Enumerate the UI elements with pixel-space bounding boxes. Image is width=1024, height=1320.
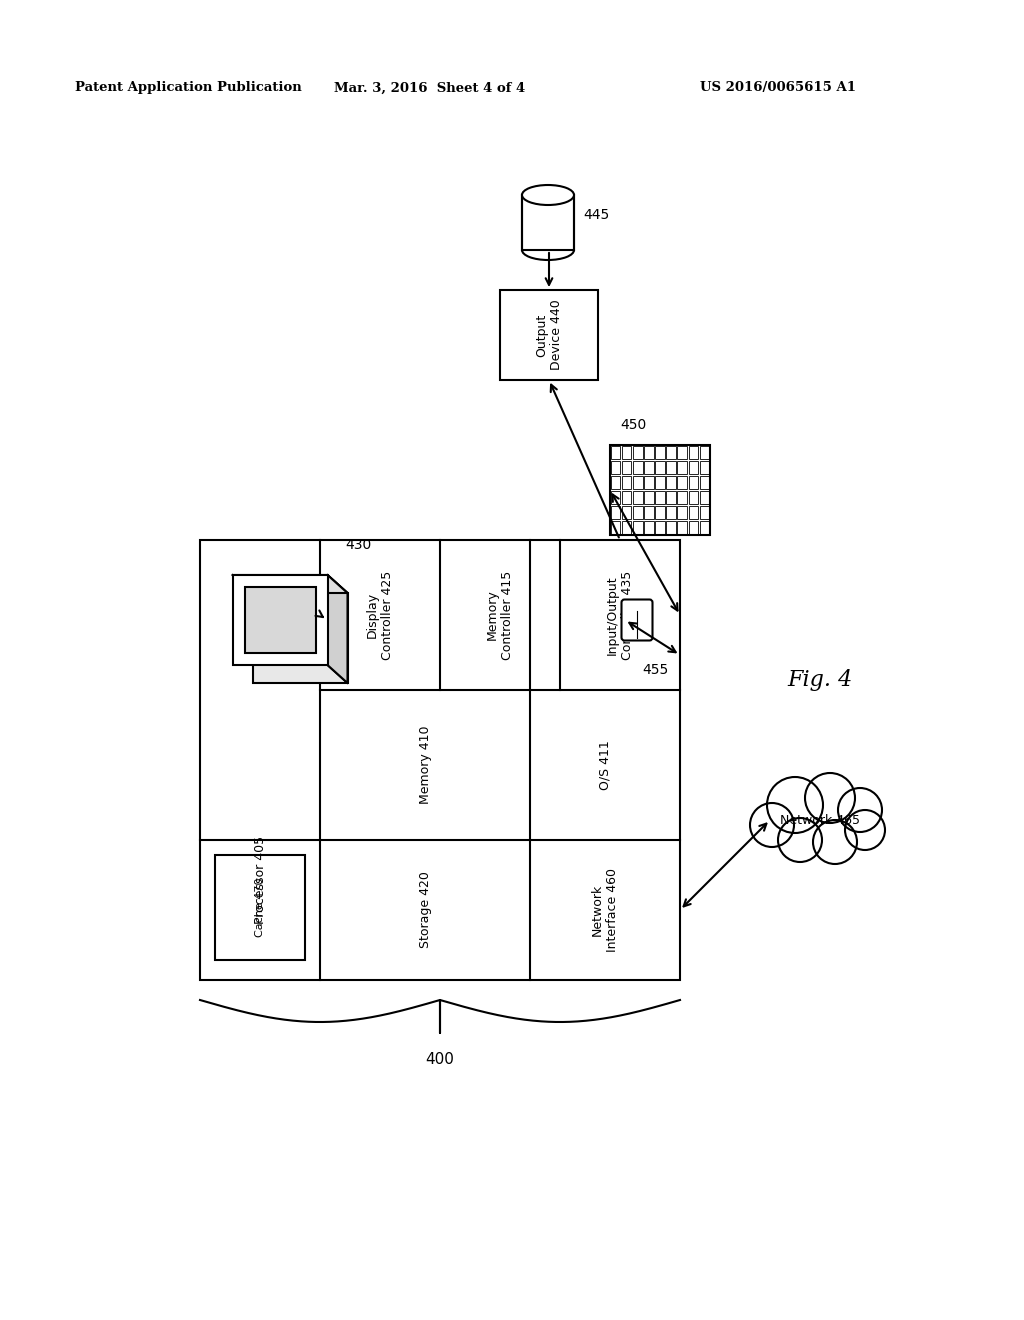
Bar <box>667 521 676 535</box>
Bar <box>633 461 642 474</box>
Bar <box>699 521 710 535</box>
Text: Memory
Controller 415: Memory Controller 415 <box>486 570 514 660</box>
Text: Output
Device 440: Output Device 440 <box>535 300 563 371</box>
Text: Processor 405: Processor 405 <box>254 836 266 924</box>
Bar <box>610 521 621 535</box>
Polygon shape <box>328 576 347 682</box>
Circle shape <box>805 774 855 822</box>
Bar <box>655 461 665 474</box>
Text: O/S 411: O/S 411 <box>598 741 611 789</box>
Bar <box>699 461 710 474</box>
Text: Input/Output
Controller 435: Input/Output Controller 435 <box>606 570 634 660</box>
Bar <box>688 491 698 504</box>
Bar <box>667 446 676 459</box>
Bar <box>655 491 665 504</box>
Bar <box>688 521 698 535</box>
Text: 430: 430 <box>345 539 372 552</box>
Ellipse shape <box>522 185 574 205</box>
Bar <box>644 521 653 535</box>
Bar <box>644 506 653 519</box>
Text: Fig. 4: Fig. 4 <box>787 669 853 690</box>
Bar <box>622 491 632 504</box>
Text: 445: 445 <box>583 209 609 222</box>
Bar <box>633 506 642 519</box>
Bar <box>644 461 653 474</box>
Text: Memory 410: Memory 410 <box>419 726 431 804</box>
Bar <box>644 446 653 459</box>
Bar <box>610 446 621 459</box>
Bar <box>610 506 621 519</box>
Bar <box>500 290 598 380</box>
Text: Mar. 3, 2016  Sheet 4 of 4: Mar. 3, 2016 Sheet 4 of 4 <box>335 82 525 95</box>
Text: Patent Application Publication: Patent Application Publication <box>75 82 302 95</box>
Bar <box>678 491 687 504</box>
Bar <box>655 475 665 490</box>
Bar <box>678 461 687 474</box>
Circle shape <box>778 818 822 862</box>
Bar <box>655 506 665 519</box>
Bar <box>610 445 710 535</box>
Text: 450: 450 <box>620 418 646 432</box>
Text: Network
Interface 460: Network Interface 460 <box>591 869 618 952</box>
Bar <box>678 446 687 459</box>
Text: Storage 420: Storage 420 <box>419 871 431 949</box>
Bar <box>688 461 698 474</box>
Text: Cache 470: Cache 470 <box>255 878 265 937</box>
Bar <box>245 587 315 653</box>
Polygon shape <box>232 576 347 593</box>
Bar <box>699 506 710 519</box>
Bar <box>610 475 621 490</box>
Bar <box>622 506 632 519</box>
Bar <box>215 855 305 960</box>
Bar <box>699 475 710 490</box>
Bar <box>522 195 574 249</box>
Bar <box>678 475 687 490</box>
Bar <box>633 475 642 490</box>
Text: 455: 455 <box>642 663 669 677</box>
Bar <box>678 506 687 519</box>
Circle shape <box>750 803 794 847</box>
Bar <box>622 521 632 535</box>
Bar <box>232 576 328 665</box>
Circle shape <box>845 810 885 850</box>
Bar <box>622 475 632 490</box>
Bar <box>688 446 698 459</box>
Bar <box>688 475 698 490</box>
Bar <box>688 506 698 519</box>
Bar <box>644 475 653 490</box>
Bar <box>655 446 665 459</box>
Bar <box>667 461 676 474</box>
Bar <box>667 506 676 519</box>
Bar <box>610 491 621 504</box>
Bar <box>667 491 676 504</box>
Bar <box>622 461 632 474</box>
Bar <box>610 461 621 474</box>
Bar <box>644 491 653 504</box>
Bar <box>699 446 710 459</box>
Text: 400: 400 <box>426 1052 455 1068</box>
Bar <box>699 491 710 504</box>
Text: Network 465: Network 465 <box>780 813 860 826</box>
Bar <box>633 491 642 504</box>
Bar <box>655 521 665 535</box>
Bar <box>633 521 642 535</box>
Bar <box>678 521 687 535</box>
Circle shape <box>813 820 857 865</box>
Bar <box>253 593 347 682</box>
Bar <box>622 446 632 459</box>
Bar <box>667 475 676 490</box>
Text: US 2016/0065615 A1: US 2016/0065615 A1 <box>700 82 856 95</box>
Circle shape <box>838 788 882 832</box>
Text: Display
Controller 425: Display Controller 425 <box>366 570 394 660</box>
FancyBboxPatch shape <box>622 599 652 640</box>
Circle shape <box>767 777 823 833</box>
Bar <box>200 540 680 979</box>
Bar <box>633 446 642 459</box>
